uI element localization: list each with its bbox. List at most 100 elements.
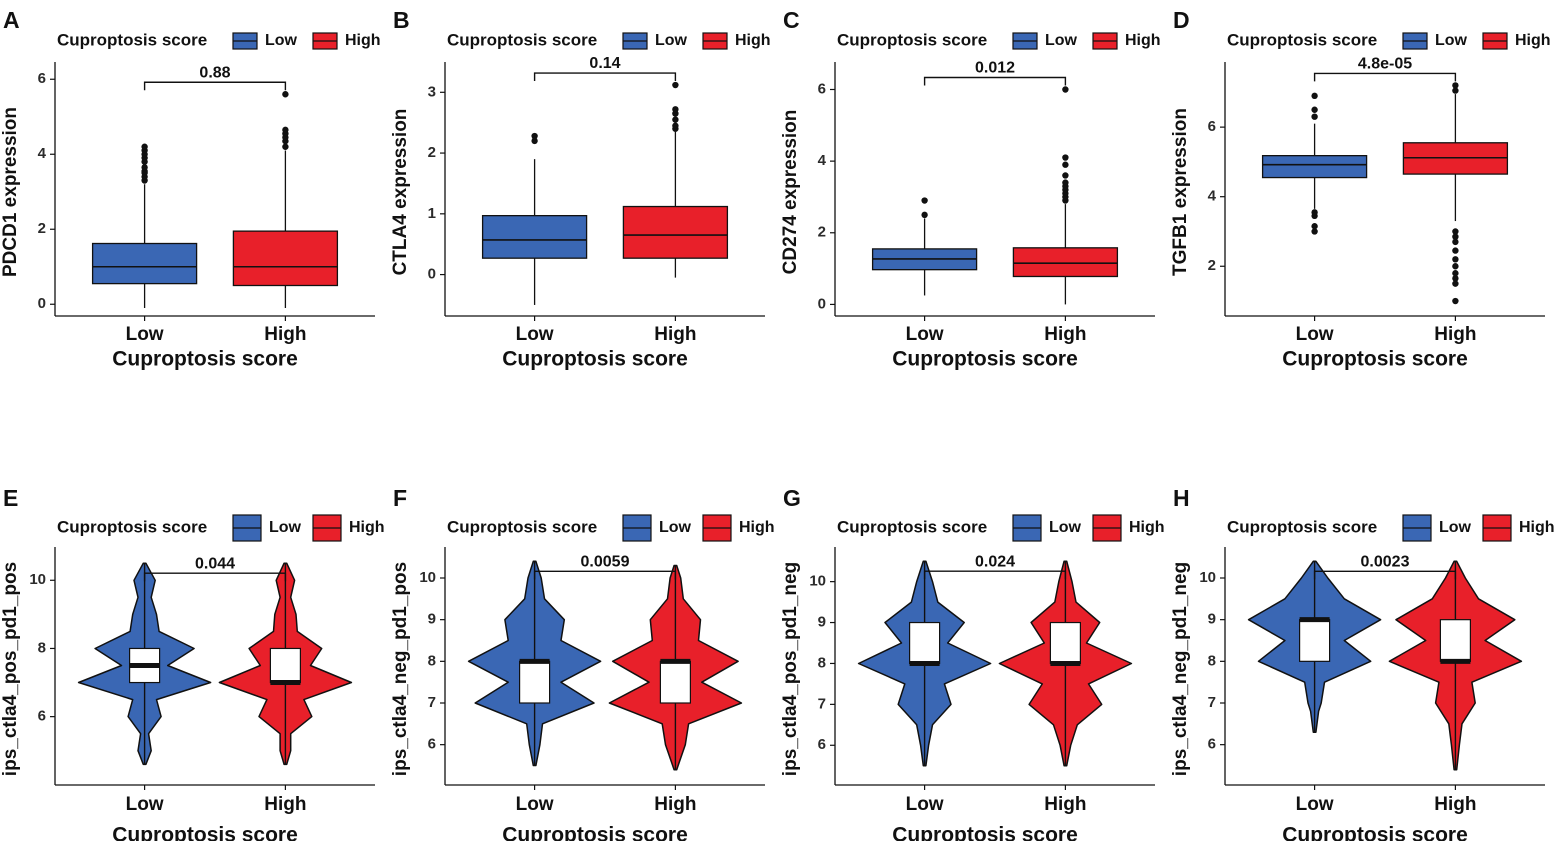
outlier-point — [141, 143, 148, 150]
p-value-label: 0.14 — [589, 55, 620, 72]
box-low — [481, 132, 588, 305]
box-body — [1012, 247, 1119, 278]
bracket-line — [923, 570, 1067, 580]
p-value-label: 0.0059 — [581, 554, 630, 571]
p-value-label: 0.012 — [975, 60, 1015, 77]
y-tick-label: 1 — [428, 205, 436, 222]
x-tick-label-high: High — [1044, 794, 1086, 815]
outlier-point — [672, 81, 679, 89]
y-tick-label: 6 — [818, 80, 826, 97]
legend-label-low: Low — [1045, 32, 1078, 49]
bracket-line — [533, 72, 677, 82]
outlier-point — [1452, 233, 1459, 240]
outlier-point — [672, 106, 679, 113]
p-value-label: 0.044 — [195, 555, 235, 572]
significance-bracket: 4.8e-05 — [1313, 56, 1457, 82]
y-tick-label: 4 — [1208, 188, 1217, 205]
y-axis-title: ips_ctla4_neg_pd1_neg — [1170, 562, 1191, 776]
x-tick-label-low: Low — [1296, 324, 1334, 345]
panel-letter: D — [1173, 7, 1190, 33]
legend-label-low: Low — [1439, 519, 1472, 536]
y-axis-title: ips_ctla4_neg_pd1_pos — [390, 562, 411, 776]
legend-label-low: Low — [1435, 32, 1468, 49]
legend-title: Cuproptosis score — [1227, 517, 1377, 536]
outlier-point — [672, 116, 679, 123]
panel-letter: B — [393, 7, 410, 33]
outlier-point — [1311, 228, 1318, 235]
outlier-point — [141, 164, 148, 171]
x-tick-label-high: High — [264, 324, 306, 345]
y-tick-label: 8 — [818, 654, 826, 671]
x-tick-label-low: Low — [126, 324, 164, 345]
box-body — [481, 214, 588, 259]
x-tick-label-high: High — [1044, 324, 1086, 345]
significance-bracket: 0.88 — [143, 64, 287, 91]
panel-letter: A — [3, 7, 20, 33]
inner-box — [908, 621, 941, 665]
inner-box — [1298, 619, 1331, 662]
legend: Cuproptosis score Low High — [447, 514, 775, 542]
y-axis-title: PDCD1 expression — [0, 107, 21, 277]
outlier-point — [282, 143, 289, 150]
significance-bracket: 0.012 — [923, 60, 1067, 86]
legend-title: Cuproptosis score — [57, 30, 207, 49]
legend-label-high: High — [345, 32, 381, 49]
outlier-point — [1452, 256, 1459, 263]
violin-high — [1388, 560, 1523, 771]
legend-label-high: High — [1129, 519, 1165, 536]
outlier-point — [282, 126, 289, 134]
p-value-label: 0.0023 — [1361, 554, 1410, 571]
legend-title: Cuproptosis score — [447, 30, 597, 49]
bracket-line — [1313, 72, 1457, 82]
y-tick-label: 6 — [38, 708, 46, 725]
violin-high — [998, 560, 1133, 767]
y-tick-label: 0 — [38, 295, 46, 312]
y-tick-label: 0 — [818, 295, 826, 312]
outlier-point — [1452, 263, 1459, 270]
x-tick-label-high: High — [1434, 794, 1476, 815]
violin-low — [1247, 560, 1382, 733]
y-axis-title: CTLA4 expression — [390, 109, 411, 276]
violin-low — [857, 560, 992, 767]
box-high — [1012, 86, 1119, 305]
y-tick-label: 6 — [1208, 736, 1216, 753]
outlier-point — [1452, 87, 1459, 94]
y-tick-label: 4 — [38, 145, 47, 162]
legend: Cuproptosis score Low High — [57, 514, 385, 542]
p-value-label: 0.88 — [199, 64, 230, 81]
legend: Cuproptosis score Low High — [447, 30, 771, 50]
y-tick-label: 10 — [419, 569, 436, 586]
box-body — [1261, 155, 1368, 179]
x-axis-title: Cuproptosis score — [112, 348, 298, 371]
y-axis-title: ips_ctla4_pos_pd1_pos — [0, 562, 21, 776]
panel-letter: G — [783, 485, 801, 511]
legend-title: Cuproptosis score — [837, 517, 987, 536]
significance-bracket: 0.024 — [923, 553, 1067, 580]
inner-box — [1439, 619, 1472, 662]
significance-bracket: 0.0023 — [1313, 554, 1457, 580]
violin-high — [218, 562, 353, 766]
y-tick-label: 10 — [809, 573, 826, 590]
legend-label-low: Low — [269, 519, 302, 536]
outlier-point — [921, 211, 928, 219]
y-tick-label: 7 — [1208, 694, 1216, 711]
x-axis-title: Cuproptosis score — [892, 824, 1078, 841]
legend-label-low: Low — [1049, 519, 1082, 536]
panel-letter: F — [393, 485, 407, 511]
bracket-line — [143, 81, 287, 91]
legend-label-low: Low — [265, 32, 298, 49]
box-low — [871, 197, 978, 296]
inner-box — [269, 647, 301, 684]
outlier-point — [1311, 113, 1318, 120]
y-tick-label: 3 — [428, 83, 436, 100]
y-tick-label: 2 — [428, 144, 436, 161]
y-tick-label: 7 — [818, 695, 826, 712]
x-axis-title: Cuproptosis score — [112, 824, 298, 841]
legend: Cuproptosis score Low High — [1227, 30, 1551, 50]
panel-letter: E — [3, 485, 18, 511]
